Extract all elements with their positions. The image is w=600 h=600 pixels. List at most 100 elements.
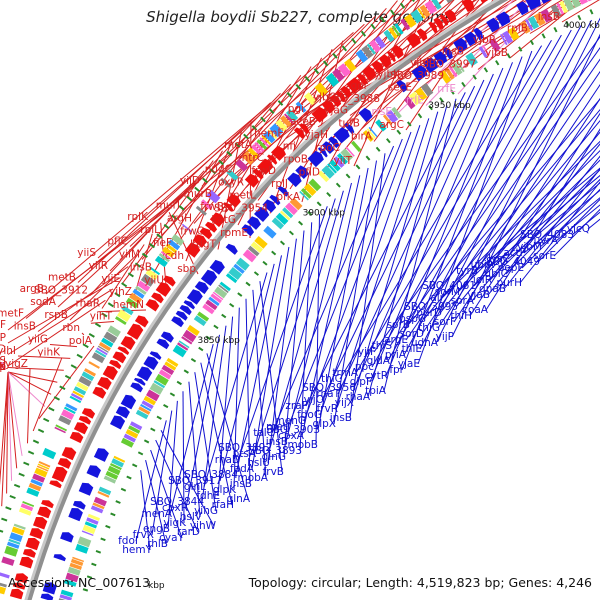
gene-label: insB bbox=[266, 436, 288, 448]
tick-dash bbox=[18, 472, 25, 477]
label-leader bbox=[425, 0, 529, 106]
gene-label: metL bbox=[229, 190, 256, 202]
feature-block bbox=[482, 44, 490, 56]
feature-block bbox=[187, 324, 200, 336]
feature-block bbox=[160, 251, 172, 260]
feature-block bbox=[208, 296, 220, 307]
tick-dash bbox=[150, 427, 156, 432]
gene-label: rhaA bbox=[346, 391, 371, 403]
gene-label: uvrA bbox=[534, 235, 559, 247]
gene-label: sorF bbox=[434, 316, 456, 328]
feature-arrow bbox=[307, 150, 324, 168]
gene-label: birA bbox=[351, 131, 373, 143]
gene-label: yjaB bbox=[467, 289, 490, 301]
feature-block bbox=[489, 38, 501, 52]
label-leader bbox=[349, 0, 512, 116]
feature-block bbox=[241, 151, 256, 165]
tick-dash bbox=[450, 89, 455, 95]
gene-label: udhA bbox=[411, 337, 439, 349]
feature-block bbox=[123, 433, 136, 443]
feature-block bbox=[431, 0, 442, 10]
label-leader bbox=[333, 160, 377, 425]
gene-label: gldA bbox=[367, 355, 391, 367]
label-leader bbox=[505, 178, 600, 275]
feature-arrow bbox=[541, 0, 551, 4]
gene-label: glnL bbox=[184, 481, 206, 493]
tick-dash bbox=[461, 81, 466, 88]
reverse-strand-track bbox=[40, 0, 551, 600]
label-leader bbox=[203, 272, 268, 488]
tick-dash bbox=[120, 487, 127, 492]
feature-block bbox=[125, 429, 139, 439]
label-leader bbox=[245, 0, 435, 188]
feature-arrow bbox=[480, 0, 489, 4]
tick-dash bbox=[194, 186, 201, 193]
feature-block bbox=[103, 331, 118, 344]
tick-dash bbox=[234, 142, 241, 148]
tick-dash bbox=[288, 230, 294, 236]
feature-arrow bbox=[130, 382, 143, 393]
gene-label: polA bbox=[69, 335, 93, 347]
label-leader bbox=[252, 289, 267, 479]
gene-label: SBO_3989 bbox=[390, 70, 444, 82]
feature-arrow bbox=[73, 422, 89, 435]
tick-dash bbox=[70, 364, 77, 369]
label-leader bbox=[271, 145, 395, 434]
feature-block bbox=[507, 26, 520, 41]
gene-label: yigC bbox=[0, 361, 6, 373]
feature-block bbox=[164, 361, 177, 371]
feature-block bbox=[228, 267, 243, 280]
feature-arrow bbox=[269, 194, 281, 206]
gene-label: metJ bbox=[266, 421, 290, 433]
gene-label: cdh bbox=[165, 250, 184, 262]
gene-label: SBO_3995 bbox=[404, 301, 458, 313]
tick-dash bbox=[121, 282, 128, 288]
feature-block bbox=[38, 461, 51, 468]
label-leader bbox=[351, 111, 439, 404]
gene-label: pepE bbox=[498, 262, 524, 274]
feature-block bbox=[351, 140, 362, 153]
label-leader bbox=[287, 138, 403, 428]
tick-dash bbox=[390, 9, 396, 16]
gene-label: yijP bbox=[436, 331, 454, 343]
feature-arrow bbox=[33, 517, 48, 530]
gene-label: fadA bbox=[230, 463, 255, 475]
feature-block bbox=[153, 380, 166, 389]
feature-arrow bbox=[160, 331, 174, 343]
tick-dash bbox=[221, 313, 227, 319]
label-leader bbox=[469, 112, 600, 317]
tick-dash bbox=[386, 138, 391, 144]
feature-block bbox=[403, 96, 416, 110]
feature-arrow bbox=[386, 51, 396, 63]
tick-dash bbox=[94, 322, 102, 328]
feature-arrow bbox=[184, 242, 201, 258]
feature-arrow bbox=[252, 168, 264, 180]
feature-block bbox=[214, 286, 228, 299]
feature-arrow bbox=[9, 588, 24, 600]
gene-label: hslU bbox=[247, 457, 270, 469]
feature-block bbox=[235, 159, 249, 172]
feature-block bbox=[97, 345, 109, 353]
feature-block bbox=[117, 309, 131, 322]
feature-block bbox=[375, 119, 387, 132]
feature-arrow bbox=[433, 17, 444, 30]
feature-arrow bbox=[486, 17, 500, 33]
feature-block bbox=[107, 325, 121, 338]
feature-block bbox=[36, 465, 49, 472]
gene-label: rarD bbox=[177, 526, 200, 538]
label-leader bbox=[475, 167, 600, 272]
gene-label: yjbC bbox=[313, 92, 336, 104]
tick-dash bbox=[304, 76, 311, 82]
gene-label: sorD bbox=[400, 328, 424, 340]
label-leader bbox=[267, 238, 297, 464]
label-leader bbox=[433, 0, 552, 69]
feature-block bbox=[59, 594, 72, 600]
feature-block bbox=[420, 83, 434, 97]
feature-block bbox=[340, 148, 354, 162]
gene-label: rhaS bbox=[0, 355, 6, 367]
feature-arrow bbox=[356, 73, 368, 86]
feature-arrow bbox=[293, 127, 305, 139]
feature-block bbox=[64, 406, 76, 414]
forward-gene-labels: insB rpiB yjbR insB yjbF yjbK qor yjbC pgi yjbB SB… bbox=[0, 11, 560, 373]
